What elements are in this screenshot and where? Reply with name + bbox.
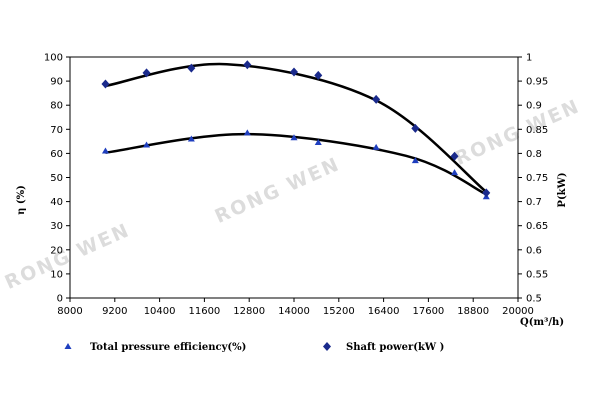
y-left-tick-label: 60 <box>50 149 63 160</box>
y-left-axis-title: η (%) <box>16 185 27 215</box>
x-tick-label: 16400 <box>368 306 400 317</box>
watermark-text: RONG WEN <box>2 219 134 294</box>
y-right-tick-label: 0.75 <box>526 173 548 184</box>
efficiency-point <box>243 129 251 136</box>
y-left-tick-label: 20 <box>50 245 63 256</box>
y-left-tick-label: 70 <box>50 125 63 136</box>
x-tick-label: 20000 <box>502 306 534 317</box>
efficiency-point <box>143 141 151 148</box>
y-right-tick-label: 0.85 <box>526 125 548 136</box>
y-right-tick-label: 0.55 <box>526 269 548 280</box>
y-left-tick-label: 10 <box>50 269 63 280</box>
x-tick-label: 9200 <box>102 306 127 317</box>
efficiency-point <box>290 134 298 141</box>
shaft-power-point <box>101 79 110 89</box>
y-right-tick-label: 0.6 <box>526 245 542 256</box>
shaft-power-point <box>243 60 252 70</box>
shaft-power-point <box>290 67 298 77</box>
data-markers <box>101 60 491 200</box>
legend-shaft-power-label: Shaft power(kW ) <box>346 342 444 353</box>
y-right-tick-label: 0.65 <box>526 221 548 232</box>
shaft-power-point <box>314 70 323 80</box>
shaft-power-fit-curve <box>105 62 488 193</box>
x-tick-label: 14000 <box>278 306 310 317</box>
shaft-power-point <box>450 151 459 161</box>
y-right-tick-label: 0.9 <box>526 101 542 112</box>
y-left-tick-label: 30 <box>50 221 63 232</box>
x-tick-label: 11600 <box>188 306 220 317</box>
efficiency-point <box>101 147 109 154</box>
x-tick-label: 8000 <box>57 306 82 317</box>
y-left-tick-label: 80 <box>50 101 63 112</box>
y-axis-right: 0.5 0.55 0.6 0.65 0.7 0.75 0.8 0.85 0.9 0.95 1 <box>518 53 548 305</box>
y-left-tick-label: 90 <box>50 77 63 88</box>
x-tick-label: 18800 <box>457 306 489 317</box>
legend-triangle-marker <box>64 343 72 349</box>
watermark-text: RONG WEN <box>212 153 344 228</box>
efficiency-fit-curve <box>105 132 487 196</box>
shaft-power-point <box>142 68 151 78</box>
x-tick-label: 10400 <box>144 306 176 317</box>
x-tick-label: 12800 <box>233 306 265 317</box>
shaft-power-point <box>482 188 491 198</box>
efficiency-point <box>372 143 380 150</box>
shaft-power-point <box>372 94 381 104</box>
y-left-tick-label: 100 <box>44 53 63 64</box>
y-left-tick-label: 50 <box>50 173 63 184</box>
x-tick-label: 15200 <box>323 306 355 317</box>
efficiency-point <box>411 157 419 164</box>
efficiency-point <box>314 139 322 146</box>
y-left-tick-label: 0 <box>57 294 63 305</box>
legend: Total pressure efficiency(%) Shaft power… <box>64 342 444 353</box>
y-right-tick-label: 0.7 <box>526 197 542 208</box>
y-left-tick-label: 40 <box>50 197 63 208</box>
x-axis: 8000 9200 10400 11600 12800 14000 15200 16400 17… <box>57 298 534 317</box>
shaft-power-point <box>411 123 420 133</box>
y-right-tick-label: 0.5 <box>526 294 542 305</box>
y-right-tick-label: 0.95 <box>526 77 548 88</box>
x-tick-label: 17600 <box>412 306 444 317</box>
y-right-tick-label: 0.8 <box>526 149 542 160</box>
fit-curves <box>105 62 488 196</box>
y-right-tick-label: 1 <box>526 53 532 64</box>
shaft-power-point <box>187 63 196 73</box>
legend-diamond-marker <box>323 342 331 351</box>
y-axis-left: 0 10 20 30 40 50 60 70 80 90 100 <box>44 53 70 305</box>
efficiency-point <box>451 169 459 176</box>
legend-efficiency-label: Total pressure efficiency(%) <box>90 342 246 353</box>
y-right-axis-title: P(kW) <box>557 172 568 207</box>
x-axis-title: Q(m³/h) <box>520 317 564 328</box>
efficiency-point <box>187 135 195 142</box>
